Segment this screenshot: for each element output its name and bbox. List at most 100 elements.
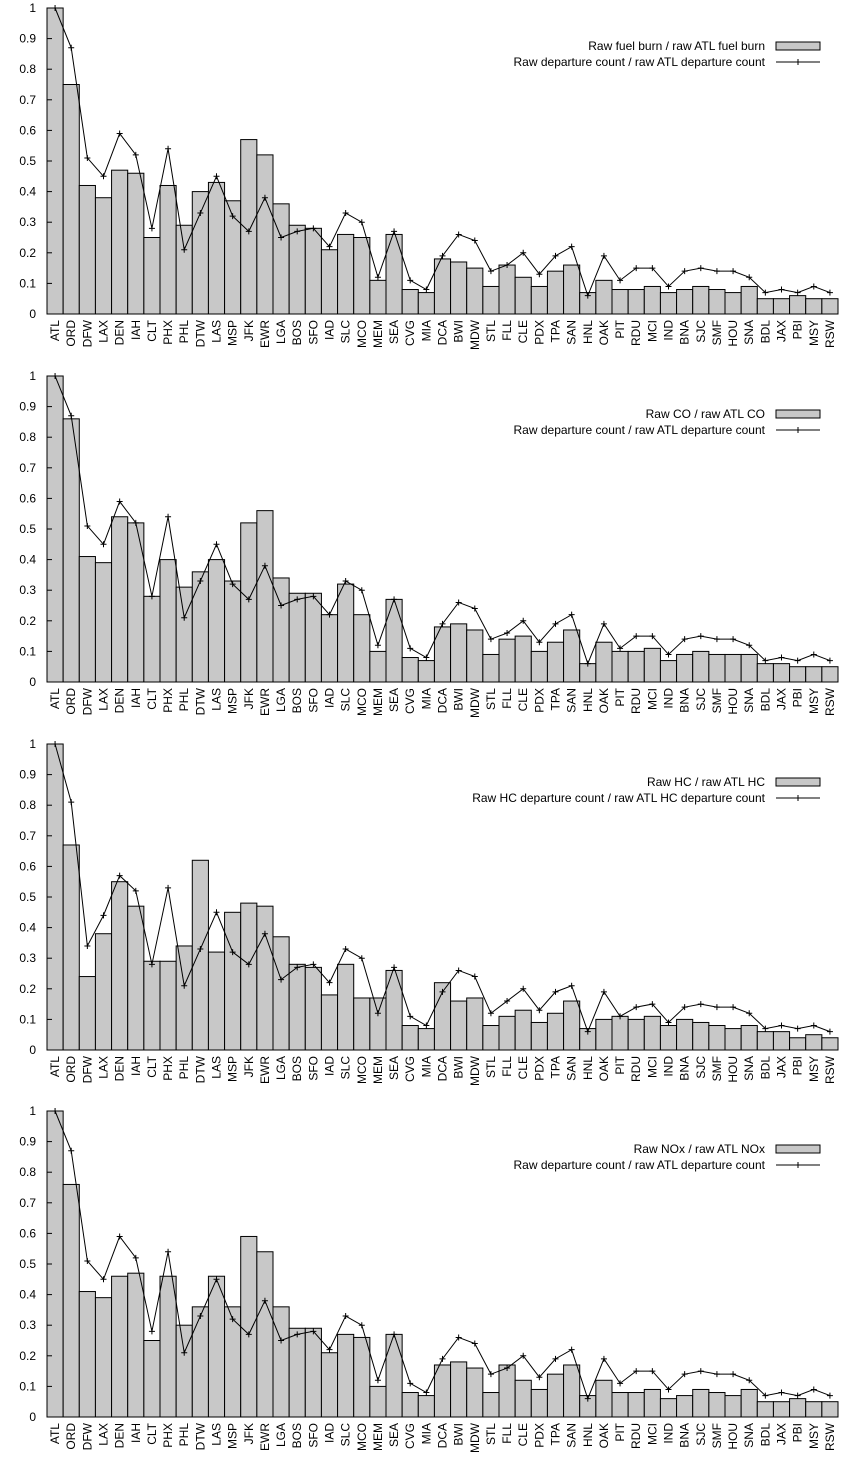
x-tick-label: SLC xyxy=(339,687,353,711)
bar-MEM xyxy=(369,996,387,1051)
x-tick-label: BDL xyxy=(758,1423,772,1447)
bar-STL xyxy=(482,1392,500,1418)
bar-MCO xyxy=(353,996,371,1051)
bar-PBI xyxy=(789,295,807,315)
bar-OAK xyxy=(595,641,613,683)
line-point-CVG xyxy=(407,1012,414,1019)
bar-SEA xyxy=(385,1334,403,1418)
x-tick-label: SAN xyxy=(565,688,579,713)
line-point-BDL xyxy=(762,657,769,664)
bar-SAN xyxy=(563,264,581,315)
line-point-MIA xyxy=(423,1022,430,1029)
x-tick-label: MCO xyxy=(355,1423,369,1451)
y-tick-label: 0.8 xyxy=(19,798,36,812)
line-point-LGA xyxy=(278,234,285,241)
line-point-SMF xyxy=(713,1003,720,1010)
line-point-CLT xyxy=(148,593,155,600)
line-point-IAH xyxy=(132,151,139,158)
x-tick-label: SFO xyxy=(306,688,320,713)
bar-CLT xyxy=(143,960,161,1050)
line-point-MCO xyxy=(358,954,365,961)
bar-OAK xyxy=(595,279,613,315)
line-point-IAD xyxy=(326,1346,333,1353)
bar-SNA xyxy=(740,1024,758,1050)
line-point-BOS xyxy=(294,963,301,970)
x-tick-label: MCI xyxy=(645,1423,659,1445)
line-point-BWI xyxy=(455,966,462,973)
line-point-SNA xyxy=(746,274,753,281)
x-tick-label: BNA xyxy=(678,1056,692,1081)
x-tick-label: DEN xyxy=(113,320,127,345)
bar-BNA xyxy=(676,1018,694,1050)
bar-FLL xyxy=(498,1015,516,1050)
x-tick-label: CVG xyxy=(403,320,417,346)
bar-PHX xyxy=(159,184,177,315)
line-point-HNL xyxy=(584,1395,591,1402)
bar-CLT xyxy=(143,1340,161,1418)
y-tick-label: 0.1 xyxy=(19,1380,36,1394)
bar-IAD xyxy=(320,613,339,683)
x-tick-label: DTW xyxy=(193,1423,207,1451)
bar-LGA xyxy=(272,577,290,683)
x-tick-label: LAX xyxy=(97,320,111,343)
y-tick-label: 0.8 xyxy=(19,1165,36,1179)
bar-BDL xyxy=(756,298,774,315)
x-tick-label: OAK xyxy=(597,1056,611,1081)
line-point-PBI xyxy=(794,289,801,296)
line-point-SJC xyxy=(697,1000,704,1007)
y-tick-label: 0.5 xyxy=(19,890,36,904)
x-tick-label: SJC xyxy=(694,1423,708,1446)
line-point-DEN xyxy=(116,872,123,879)
line-point-RDU xyxy=(633,265,640,272)
line-point-MDW xyxy=(471,605,478,612)
bar-JFK xyxy=(240,1236,258,1418)
x-tick-label: SLC xyxy=(339,320,353,344)
line-point-ORD xyxy=(68,44,75,51)
line-point-ORD xyxy=(68,798,75,805)
line-point-OAK xyxy=(600,1356,607,1363)
line-point-DCA xyxy=(439,620,446,627)
x-tick-label: DTW xyxy=(193,1055,207,1083)
bar-EWR xyxy=(256,905,274,1050)
x-tick-label: SFO xyxy=(306,320,320,345)
y-tick-label: 1 xyxy=(29,369,36,383)
bar-RSW xyxy=(821,298,839,315)
line-point-DTW xyxy=(197,1313,204,1320)
line-point-DFW xyxy=(84,1258,91,1265)
bar-SAN xyxy=(563,1000,581,1051)
line-point-PIT xyxy=(617,1380,624,1387)
x-tick-label: BWI xyxy=(452,320,466,343)
x-tick-label: STL xyxy=(484,1055,498,1077)
bar-TPA xyxy=(546,1373,565,1418)
x-tick-label: LAS xyxy=(210,1056,224,1079)
line-point-TPA xyxy=(552,620,559,627)
line-point-IAD xyxy=(326,611,333,618)
x-tick-label: RSW xyxy=(823,687,837,716)
line-point-SFO xyxy=(310,1328,317,1335)
line-point-LAX xyxy=(100,173,107,180)
legend-label-1: Raw CO / raw ATL CO xyxy=(646,407,765,421)
line-point-DTW xyxy=(197,577,204,584)
x-tick-label: CLT xyxy=(145,687,159,709)
bar-SJC xyxy=(692,1389,710,1418)
x-tick-label: PHL xyxy=(177,320,191,344)
bar-LAS xyxy=(207,1275,226,1418)
legend-label-1: Raw NOx / raw ATL NOx xyxy=(634,1142,765,1156)
x-tick-label: ATL xyxy=(48,1055,62,1076)
x-tick-label: IAH xyxy=(129,320,143,340)
line-point-DCA xyxy=(439,988,446,995)
x-tick-label: CLE xyxy=(516,688,530,711)
line-point-FLL xyxy=(504,262,511,269)
x-tick-label: IND xyxy=(662,1055,676,1076)
x-tick-label: SAN xyxy=(565,1056,579,1081)
bar-MDW xyxy=(466,996,484,1051)
line-point-OAK xyxy=(600,988,607,995)
line-point-RDU xyxy=(633,1003,640,1010)
line-point-SAN xyxy=(568,982,575,989)
bar-JFK xyxy=(240,139,258,315)
x-tick-label: BOS xyxy=(290,1423,304,1448)
x-tick-label: SMF xyxy=(710,688,724,713)
bar-DTW xyxy=(191,1306,209,1418)
